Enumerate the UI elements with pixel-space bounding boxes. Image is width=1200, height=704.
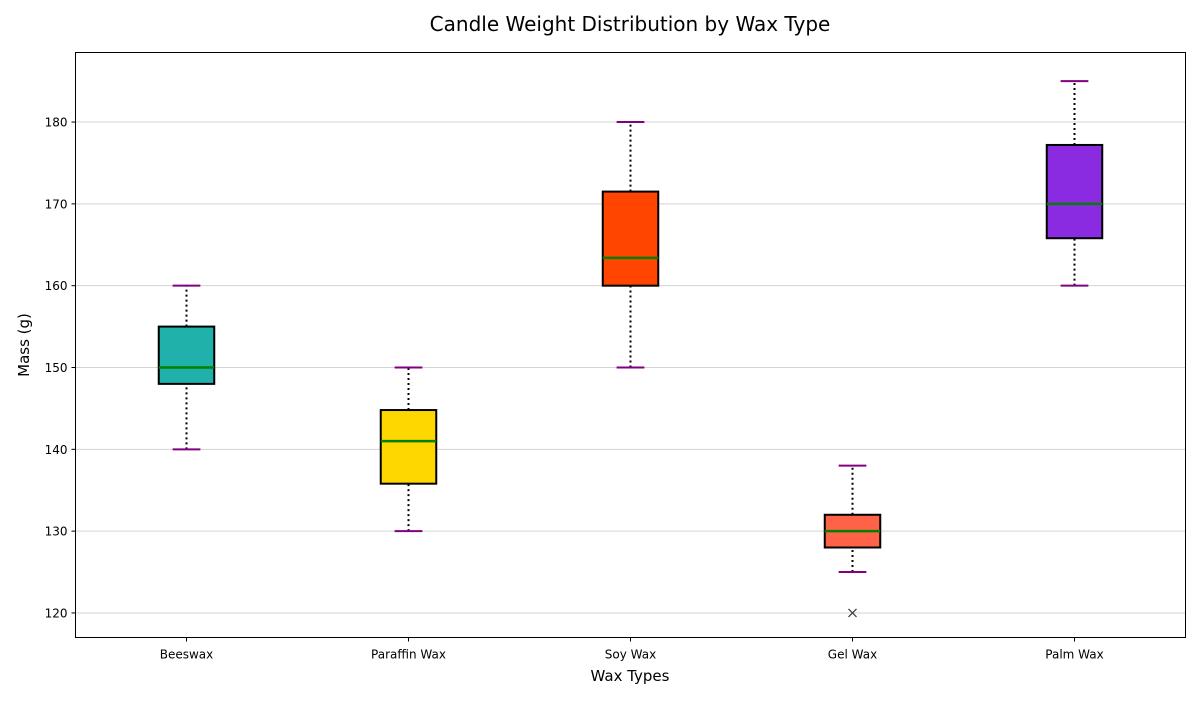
y-tick-label: 130 bbox=[45, 525, 68, 539]
box-group-beeswax bbox=[159, 286, 215, 450]
box-iqr bbox=[159, 327, 215, 384]
box-iqr bbox=[603, 192, 659, 286]
y-tick-label: 120 bbox=[45, 606, 68, 620]
box-group-palm-wax bbox=[1047, 81, 1103, 286]
x-axis-label: Wax Types bbox=[591, 667, 670, 685]
x-tick-label: Beeswax bbox=[160, 648, 214, 662]
y-tick-label: 150 bbox=[45, 361, 68, 375]
box-group-paraffin-wax bbox=[381, 368, 437, 532]
box-group-soy-wax bbox=[603, 122, 659, 367]
x-axis-ticks: Beeswax Paraffin Wax Soy Wax Gel Wax Palm Wa… bbox=[160, 638, 1104, 662]
box-iqr bbox=[1047, 145, 1103, 238]
x-tick-label: Gel Wax bbox=[828, 648, 877, 662]
box-series bbox=[159, 81, 1103, 617]
y-axis-label: Mass (g) bbox=[15, 313, 33, 377]
x-tick-label: Soy Wax bbox=[605, 648, 656, 662]
y-tick-label: 140 bbox=[45, 443, 68, 457]
y-axis-ticks: 120 130 140 150 160 170 180 bbox=[45, 116, 76, 621]
box-group-gel-wax bbox=[825, 466, 881, 617]
y-tick-label: 180 bbox=[45, 116, 68, 130]
chart-title: Candle Weight Distribution by Wax Type bbox=[430, 12, 831, 36]
x-tick-label: Palm Wax bbox=[1045, 648, 1103, 662]
y-tick-label: 160 bbox=[45, 279, 68, 293]
box-iqr bbox=[381, 410, 437, 484]
y-tick-label: 170 bbox=[45, 197, 68, 211]
x-tick-label: Paraffin Wax bbox=[371, 648, 446, 662]
